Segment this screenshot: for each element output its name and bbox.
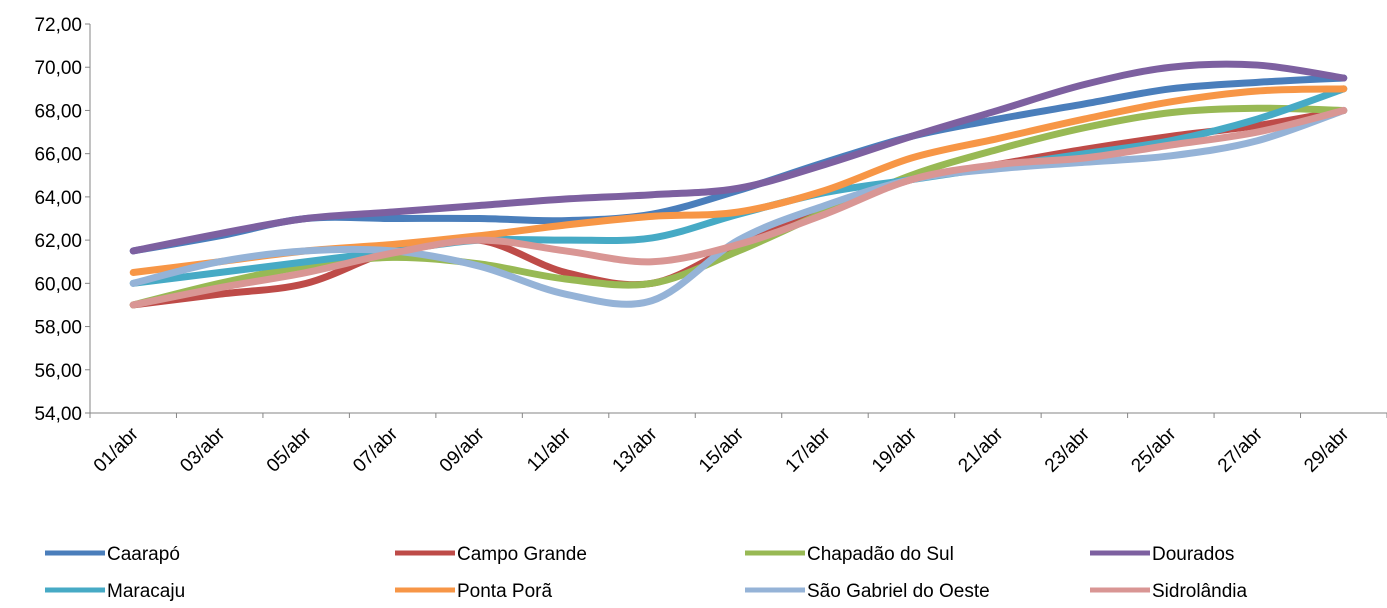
y-tick-label: 72,00 bbox=[34, 15, 82, 36]
x-tick-label: 01/abr bbox=[90, 423, 143, 476]
x-tick-label: 09/abr bbox=[436, 423, 489, 476]
x-tick-label: 17/abr bbox=[782, 423, 835, 476]
x-tick-label: 15/abr bbox=[695, 423, 748, 476]
legend-label: Maracaju bbox=[107, 581, 185, 602]
x-tick-label: 05/abr bbox=[263, 423, 316, 476]
series-line bbox=[129, 106, 1348, 308]
x-tick-label: 23/abr bbox=[1041, 423, 1094, 476]
x-tick-label: 13/abr bbox=[609, 423, 662, 476]
y-tick-label: 66,00 bbox=[34, 145, 82, 166]
y-tick-label: 54,00 bbox=[34, 404, 82, 425]
y-tick-label: 68,00 bbox=[34, 101, 82, 122]
series-line bbox=[129, 60, 1348, 255]
legend-label: São Gabriel do Oeste bbox=[807, 581, 990, 602]
x-tick-label: 19/abr bbox=[868, 423, 921, 476]
x-tick-label: 29/abr bbox=[1300, 423, 1353, 476]
x-tick-label: 11/abr bbox=[523, 423, 575, 475]
legend-label: Campo Grande bbox=[457, 544, 587, 565]
legend-label: Caarapó bbox=[107, 544, 180, 565]
y-tick-label: 60,00 bbox=[34, 274, 82, 295]
series-line bbox=[129, 106, 1348, 309]
y-tick-label: 64,00 bbox=[34, 188, 82, 209]
y-tick-label: 62,00 bbox=[34, 231, 82, 252]
legend-label: Dourados bbox=[1152, 544, 1234, 565]
x-tick-label: 07/abr bbox=[349, 423, 402, 476]
series-line bbox=[129, 104, 1348, 309]
legend-label: Chapadão do Sul bbox=[807, 544, 954, 565]
x-tick-label: 21/abr bbox=[954, 423, 1007, 476]
x-tick-label: 27/abr bbox=[1214, 423, 1267, 476]
y-tick-label: 58,00 bbox=[34, 318, 82, 339]
y-tick-label: 70,00 bbox=[34, 58, 82, 79]
y-tick-label: 56,00 bbox=[34, 361, 82, 382]
legend-label: Ponta Porã bbox=[457, 581, 552, 602]
x-tick-label: 03/abr bbox=[176, 423, 229, 476]
x-tick-label: 25/abr bbox=[1127, 423, 1180, 476]
legend-label: Sidrolândia bbox=[1152, 581, 1247, 602]
